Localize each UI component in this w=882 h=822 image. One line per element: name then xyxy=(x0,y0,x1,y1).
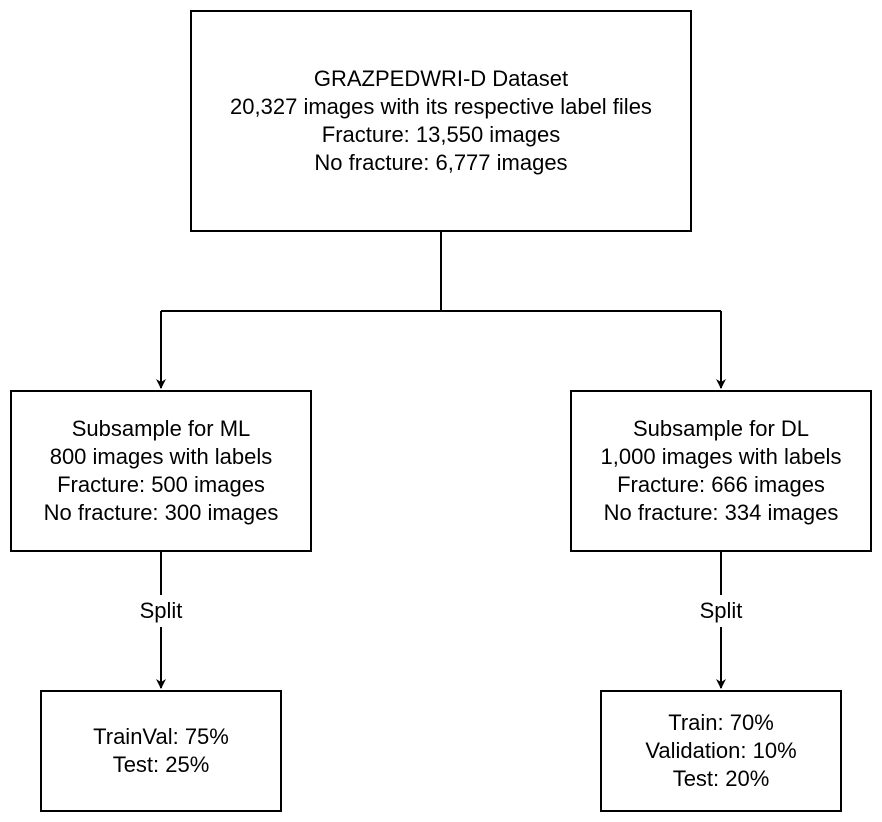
dl-split-label: Split xyxy=(681,595,761,627)
dataset-title: GRAZPEDWRI-D Dataset xyxy=(313,66,569,91)
ml-subsample-fracture-count: Fracture: 500 images xyxy=(57,472,265,497)
dl-subsample-title: Subsample for DL xyxy=(632,416,810,441)
dl-split-box: Train: 70% Validation: 10% Test: 20% xyxy=(600,690,842,812)
dl-subsample-fracture-count: Fracture: 666 images xyxy=(617,472,825,497)
dataset-image-count: 20,327 images with its respective label … xyxy=(230,94,652,119)
ml-split-box: TrainVal: 75% Test: 25% xyxy=(40,690,282,812)
dataset-box: GRAZPEDWRI-D Dataset 20,327 images with … xyxy=(190,10,692,232)
dl-subsample-no-fracture-count: No fracture: 334 images xyxy=(603,500,839,525)
dl-train-ratio: Train: 70% xyxy=(668,710,774,735)
dl-validation-ratio: Validation: 10% xyxy=(645,738,797,763)
ml-subsample-no-fracture-count: No fracture: 300 images xyxy=(43,500,279,525)
dataset-fracture-count: Fracture: 13,550 images xyxy=(321,122,561,147)
dl-subsample-image-count: 1,000 images with labels xyxy=(600,444,842,469)
ml-trainval-ratio: TrainVal: 75% xyxy=(93,724,229,749)
ml-subsample-image-count: 800 images with labels xyxy=(49,444,273,469)
ml-subsample-title: Subsample for ML xyxy=(71,416,251,441)
ml-test-ratio: Test: 25% xyxy=(112,752,210,777)
dl-subsample-box: Subsample for DL 1,000 images with label… xyxy=(570,390,872,552)
ml-split-label: Split xyxy=(121,595,201,627)
ml-subsample-box: Subsample for ML 800 images with labels … xyxy=(10,390,312,552)
dataset-no-fracture-count: No fracture: 6,777 images xyxy=(314,150,568,175)
dl-test-ratio: Test: 20% xyxy=(672,766,770,791)
